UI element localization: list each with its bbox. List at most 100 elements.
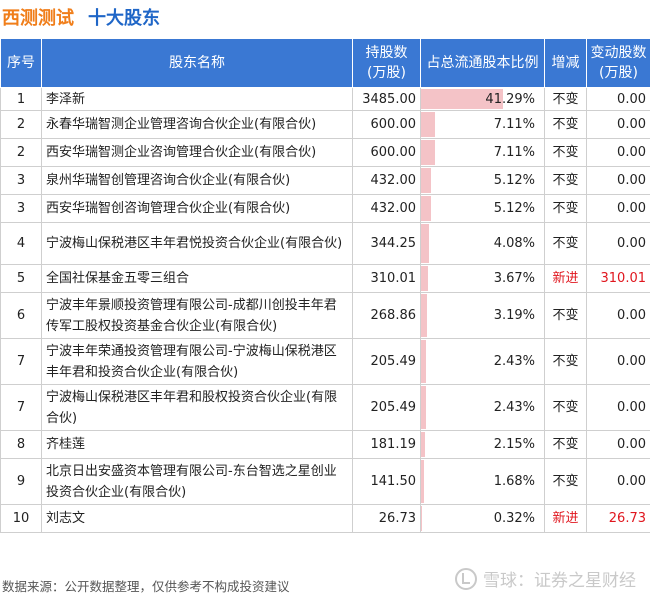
row-index: 1 [0, 87, 42, 111]
change-type: 不变 [544, 338, 587, 385]
shareholder-name: 宁波丰年荣通投资管理有限公司-宁波梅山保税港区丰年君和投资合伙企业(有限合伙) [41, 338, 353, 385]
change-type: 不变 [544, 87, 587, 111]
table-row: 7 宁波梅山保税港区丰年君和股权投资合伙企业(有限合伙) 205.49 2.43% 不变… [0, 384, 650, 431]
table-header-row: 序号 股东名称 持股数 (万股) 占总流通股本比例 增减 变动股数 (万股) [0, 38, 650, 88]
shareholder-name: 宁波梅山保税港区丰年君悦投资合伙企业(有限合伙) [41, 222, 353, 265]
section-title: 十大股东 [88, 8, 160, 29]
shareholder-name: 齐桂莲 [41, 430, 353, 459]
change-shares: 0.00 [586, 430, 650, 459]
row-index: 4 [0, 222, 42, 265]
change-shares: 0.00 [586, 222, 650, 265]
table-row: 3 西安华瑞智创咨询管理合伙企业(有限合伙) 432.00 5.12% 不变 0.00 [0, 194, 650, 223]
ratio-cell: 2.15% [420, 430, 545, 459]
shares-held: 26.73 [352, 504, 421, 533]
change-shares: 0.00 [586, 458, 650, 505]
row-index: 9 [0, 458, 42, 505]
footer-source: 数据来源：公开数据整理，仅供参考不构成投资建议 [0, 574, 650, 597]
ratio-value: 7.11% [493, 117, 535, 132]
change-shares: 310.01 [586, 264, 650, 293]
shareholder-name: 宁波丰年景顺投资管理有限公司-成都川创投丰年君传军工股权投资基金合伙企业(有限合… [41, 292, 353, 339]
ratio-value: 7.11% [493, 145, 535, 160]
ratio-bar [421, 266, 429, 291]
ratio-value: 4.08% [493, 236, 535, 251]
brand-text: 雪球：证券之星财经 [483, 571, 636, 591]
ratio-value: 2.15% [493, 437, 535, 452]
ratio-bar [421, 340, 426, 383]
shareholder-name: 北京日出安盛资本管理有限公司-东台智选之星创业投资合伙企业(有限合伙) [41, 458, 353, 505]
col-header-change-shares: 变动股数 (万股) [586, 38, 650, 88]
ratio-cell: 41.29% [420, 87, 545, 111]
top-ten-shareholders-table: 序号 股东名称 持股数 (万股) 占总流通股本比例 增减 变动股数 (万股) 1… [0, 38, 650, 533]
ratio-cell: 2.43% [420, 384, 545, 431]
shareholder-name: 永春华瑞智测企业管理咨询合伙企业(有限合伙) [41, 110, 353, 139]
change-shares: 0.00 [586, 338, 650, 385]
ratio-cell: 7.11% [420, 138, 545, 167]
col-header-shares: 持股数 (万股) [352, 38, 421, 88]
shareholder-name: 泉州华瑞智创管理咨询合伙企业(有限合伙) [41, 166, 353, 195]
col-header-ratio: 占总流通股本比例 [420, 38, 545, 88]
row-index: 7 [0, 338, 42, 385]
ratio-value: 3.67% [493, 271, 535, 286]
shareholder-name: 刘志文 [41, 504, 353, 533]
change-shares: 0.00 [586, 110, 650, 139]
shareholder-name: 西安华瑞智创咨询管理合伙企业(有限合伙) [41, 194, 353, 223]
change-type: 不变 [544, 194, 587, 223]
change-type: 不变 [544, 458, 587, 505]
table-row: 1 李泽新 3485.00 41.29% 不变 0.00 [0, 87, 650, 111]
change-shares: 0.00 [586, 166, 650, 195]
ratio-bar [421, 460, 425, 503]
change-type: 不变 [544, 430, 587, 459]
table-row: 9 北京日出安盛资本管理有限公司-东台智选之星创业投资合伙企业(有限合伙) 141.… [0, 458, 650, 505]
shares-held: 310.01 [352, 264, 421, 293]
change-type: 不变 [544, 384, 587, 431]
ratio-bar [421, 112, 436, 137]
change-type: 不变 [544, 166, 587, 195]
table-row: 8 齐桂莲 181.19 2.15% 不变 0.00 [0, 430, 650, 459]
change-shares: 0.00 [586, 138, 650, 167]
col-header-change-type: 增减 [544, 38, 587, 88]
ratio-cell: 5.12% [420, 166, 545, 195]
ratio-cell: 4.08% [420, 222, 545, 265]
row-index: 10 [0, 504, 42, 533]
ratio-cell: 0.32% [420, 504, 545, 533]
shares-held: 268.86 [352, 292, 421, 339]
ratio-bar [421, 506, 422, 531]
col-header-name: 股东名称 [41, 38, 353, 88]
ratio-value: 41.29% [485, 91, 535, 107]
change-shares: 26.73 [586, 504, 650, 533]
row-index: 2 [0, 138, 42, 167]
brand-watermark: 雪球：证券之星财经 [455, 566, 636, 591]
col-header-index: 序号 [0, 38, 42, 88]
shares-held: 205.49 [352, 384, 421, 431]
change-type: 新进 [544, 504, 587, 533]
ratio-cell: 3.67% [420, 264, 545, 293]
row-index: 6 [0, 292, 42, 339]
ratio-bar [421, 168, 432, 193]
change-type: 不变 [544, 292, 587, 339]
change-shares: 0.00 [586, 384, 650, 431]
row-index: 3 [0, 194, 42, 223]
shares-held: 432.00 [352, 194, 421, 223]
ratio-value: 5.12% [493, 173, 535, 188]
shareholder-name: 李泽新 [41, 87, 353, 111]
ratio-bar [421, 224, 430, 263]
ratio-bar [421, 140, 436, 165]
row-index: 3 [0, 166, 42, 195]
title-bar: 西测测试 十大股东 [0, 0, 650, 34]
table-row: 2 永春华瑞智测企业管理咨询合伙企业(有限合伙) 600.00 7.11% 不变 0.00 [0, 110, 650, 139]
shares-held: 432.00 [352, 166, 421, 195]
row-index: 5 [0, 264, 42, 293]
ratio-cell: 7.11% [420, 110, 545, 139]
shareholder-name: 全国社保基金五零三组合 [41, 264, 353, 293]
ratio-value: 2.43% [493, 354, 535, 369]
row-index: 8 [0, 430, 42, 459]
table-row: 4 宁波梅山保税港区丰年君悦投资合伙企业(有限合伙) 344.25 4.08% 不变 0.… [0, 222, 650, 265]
xueqiu-logo-icon [455, 567, 477, 590]
change-type: 不变 [544, 222, 587, 265]
shares-held: 600.00 [352, 138, 421, 167]
table-row: 7 宁波丰年荣通投资管理有限公司-宁波梅山保税港区丰年君和投资合伙企业(有限合伙)… [0, 338, 650, 385]
change-type: 不变 [544, 138, 587, 167]
change-shares: 0.00 [586, 292, 650, 339]
source-note: 数据来源：公开数据整理，仅供参考不构成投资建议 [2, 579, 290, 594]
change-shares: 0.00 [586, 194, 650, 223]
